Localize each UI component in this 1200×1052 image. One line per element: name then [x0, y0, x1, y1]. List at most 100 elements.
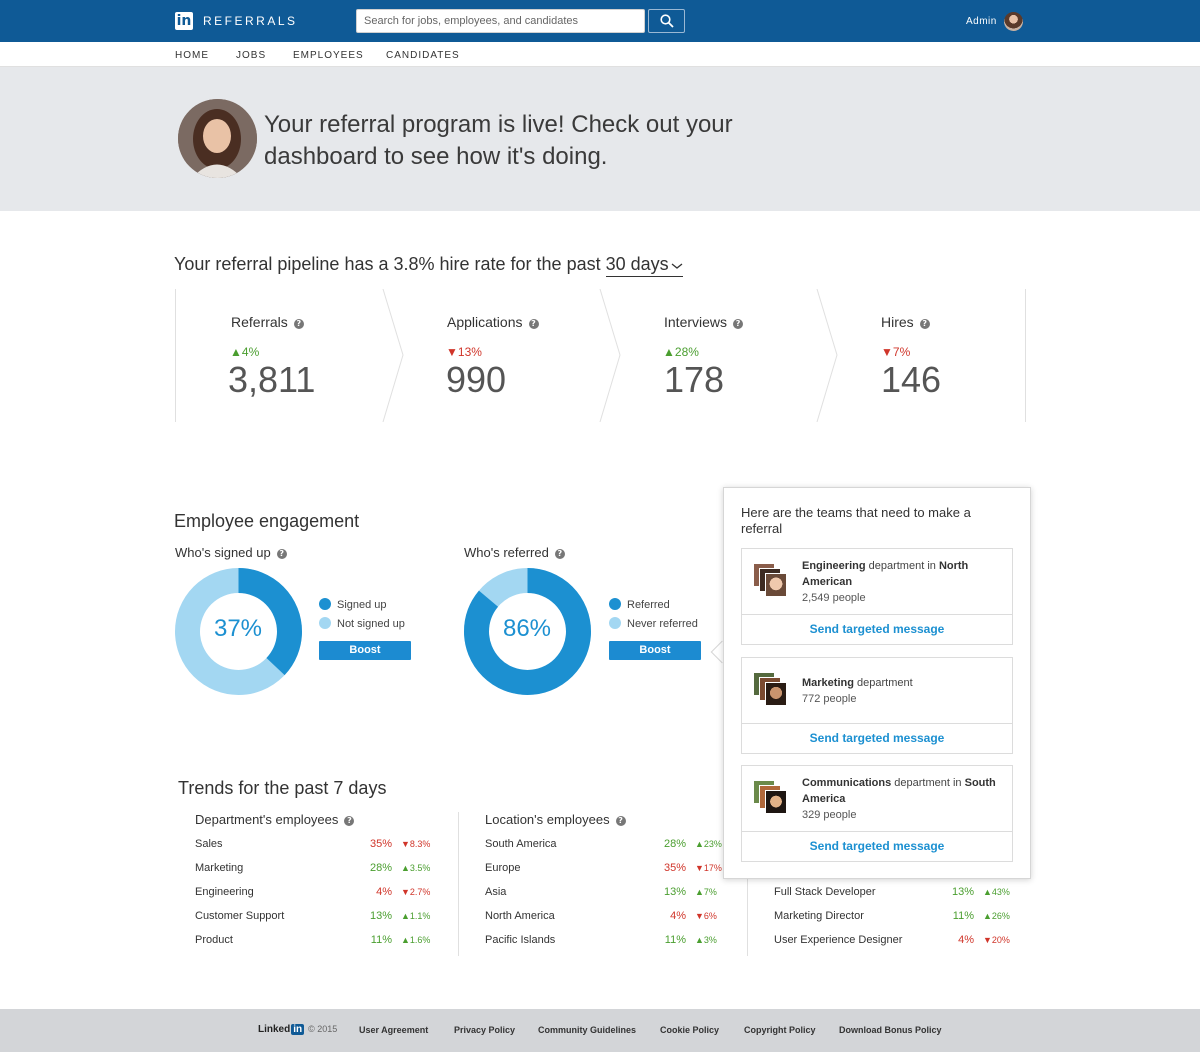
stage-referrals[interactable]: Referrals? ▲4% 3,811: [176, 289, 393, 422]
footer-link-bonus[interactable]: Download Bonus Policy: [839, 1025, 942, 1035]
team-card-engineering: Engineering department in North American…: [741, 548, 1013, 645]
referred-percent: 86%: [502, 615, 552, 642]
boost-referral-button[interactable]: Boost: [609, 641, 701, 660]
arrow-up-icon: ▲: [663, 345, 675, 359]
stage-delta: ▲4%: [230, 345, 260, 359]
trend-row-percent: 11%: [952, 910, 974, 922]
team-card-marketing: Marketing department 772 people Send tar…: [741, 657, 1013, 754]
stage-hires[interactable]: Hires? ▼7% 146: [827, 289, 1044, 422]
help-icon[interactable]: ?: [554, 549, 565, 559]
pipeline-funnel: Referrals? ▲4% 3,811 Applications? ▼13% …: [175, 289, 1026, 422]
trend-row-delta: ▲23%: [695, 839, 722, 849]
nav-home[interactable]: HOME: [175, 50, 209, 61]
footer-link-community[interactable]: Community Guidelines: [538, 1025, 637, 1035]
trend-row-label: Engineering: [195, 886, 254, 898]
donut-arc-referred: [464, 568, 591, 695]
trends-title: Trends for the past 7 days: [178, 778, 387, 798]
locations-title: Location's employees: [485, 812, 610, 827]
trend-row-delta: ▼6%: [695, 911, 717, 921]
trend-row-percent: 35%: [663, 862, 686, 874]
help-icon[interactable]: ?: [344, 816, 355, 826]
trend-row-percent: 4%: [958, 934, 974, 946]
help-icon[interactable]: ?: [293, 319, 304, 329]
main-nav: HOME JOBS EMPLOYEES CANDIDATES: [0, 42, 1200, 67]
arrow-up-icon: ▲: [401, 911, 410, 921]
trend-row-percent: 28%: [663, 838, 686, 850]
footer-link-copyright[interactable]: Copyright Policy: [744, 1025, 816, 1035]
footer-link-user-agreement[interactable]: User Agreement: [359, 1025, 429, 1035]
donut-arc-signed-up: [175, 568, 302, 695]
period-dropdown[interactable]: 30 days: [605, 254, 683, 277]
signed-up-title: Who's signed up: [175, 545, 271, 560]
search-icon: [660, 14, 674, 28]
help-icon[interactable]: ?: [276, 549, 287, 559]
funnel-separators: [382, 289, 838, 422]
referred-title: Who's referred: [464, 545, 549, 560]
trend-row-percent: 13%: [663, 886, 686, 898]
send-message-button[interactable]: Send targeted message: [809, 839, 945, 853]
teams-popover: Here are the teams that need to make a r…: [723, 487, 1031, 879]
team-avatars: [753, 672, 791, 710]
stage-applications[interactable]: Applications? ▼13% 990: [393, 289, 610, 422]
team-name: Engineering: [802, 560, 866, 572]
nav-employees[interactable]: EMPLOYEES: [293, 50, 364, 61]
arrow-down-icon: ▼: [446, 345, 458, 359]
team-region: South America: [802, 777, 996, 805]
stage-interviews[interactable]: Interviews? ▲28% 178: [610, 289, 827, 422]
footer-logo[interactable]: Linked in © 2015: [258, 1024, 338, 1035]
footer-link-privacy[interactable]: Privacy Policy: [454, 1025, 516, 1035]
arrow-up-icon: ▲: [401, 863, 410, 873]
copyright: © 2015: [308, 1024, 338, 1034]
arrow-up-icon: ▲: [695, 839, 704, 849]
arrow-up-icon: ▲: [983, 911, 992, 921]
stage-delta: ▼7%: [881, 345, 911, 359]
trend-row-delta: ▲26%: [983, 911, 1010, 921]
trend-row-percent: 11%: [370, 934, 392, 946]
footer-link-cookie[interactable]: Cookie Policy: [660, 1025, 720, 1035]
send-message-button[interactable]: Send targeted message: [809, 622, 945, 636]
nav-jobs[interactable]: JOBS: [236, 50, 267, 61]
stage-value: 178: [664, 359, 725, 400]
linkedin-logo-icon: in: [175, 12, 193, 30]
legend-never-referred: Never referred: [609, 617, 698, 630]
divider: [747, 812, 748, 956]
trend-row-percent: 11%: [664, 934, 686, 946]
trend-row-label: Europe: [485, 862, 521, 874]
team-count: 772 people: [802, 693, 857, 705]
trend-row-label: User Experience Designer: [774, 934, 903, 946]
app-logo[interactable]: in REFERRALS: [175, 12, 298, 30]
help-icon[interactable]: ?: [528, 319, 539, 329]
trend-row-percent: 4%: [670, 910, 686, 922]
trend-row-label: Asia: [485, 886, 507, 898]
trend-row-label: Product: [195, 934, 233, 946]
send-message-button[interactable]: Send targeted message: [809, 731, 945, 745]
help-icon[interactable]: ?: [919, 319, 930, 329]
trend-row-delta: ▲7%: [695, 887, 717, 897]
search-input[interactable]: [356, 9, 645, 33]
legend-not-signed-up: Not signed up: [319, 617, 405, 630]
nav-candidates[interactable]: CANDIDATES: [386, 50, 460, 61]
engagement-title: Employee engagement: [174, 511, 360, 531]
user-menu-label[interactable]: Admin: [966, 16, 997, 27]
arrow-up-icon: ▲: [983, 887, 992, 897]
trend-row-delta: ▲1.6%: [401, 935, 431, 945]
chevron-down-icon: [671, 263, 683, 269]
arrow-down-icon: ▼: [983, 935, 992, 945]
help-icon[interactable]: ?: [615, 816, 626, 826]
pipeline-title: Your referral pipeline has a 3.8% hire r…: [174, 254, 683, 277]
arrow-down-icon: ▼: [401, 839, 410, 849]
trend-row-delta: ▲43%: [983, 887, 1010, 897]
arrow-up-icon: ▲: [695, 887, 704, 897]
trend-row-label: Full Stack Developer: [774, 886, 876, 898]
stage-value: 146: [881, 359, 942, 400]
avatar: [765, 682, 787, 706]
trend-row-label: South America: [485, 838, 557, 850]
search-button[interactable]: [648, 9, 685, 33]
team-region: North American: [802, 560, 969, 588]
arrow-down-icon: ▼: [695, 863, 704, 873]
help-icon[interactable]: ?: [733, 319, 744, 329]
footer: Linked in © 2015 User Agreement Privacy Po…: [0, 1009, 1200, 1052]
trend-row-percent: 35%: [369, 838, 392, 850]
boost-signup-button[interactable]: Boost: [319, 641, 411, 660]
avatar[interactable]: [1004, 12, 1023, 31]
